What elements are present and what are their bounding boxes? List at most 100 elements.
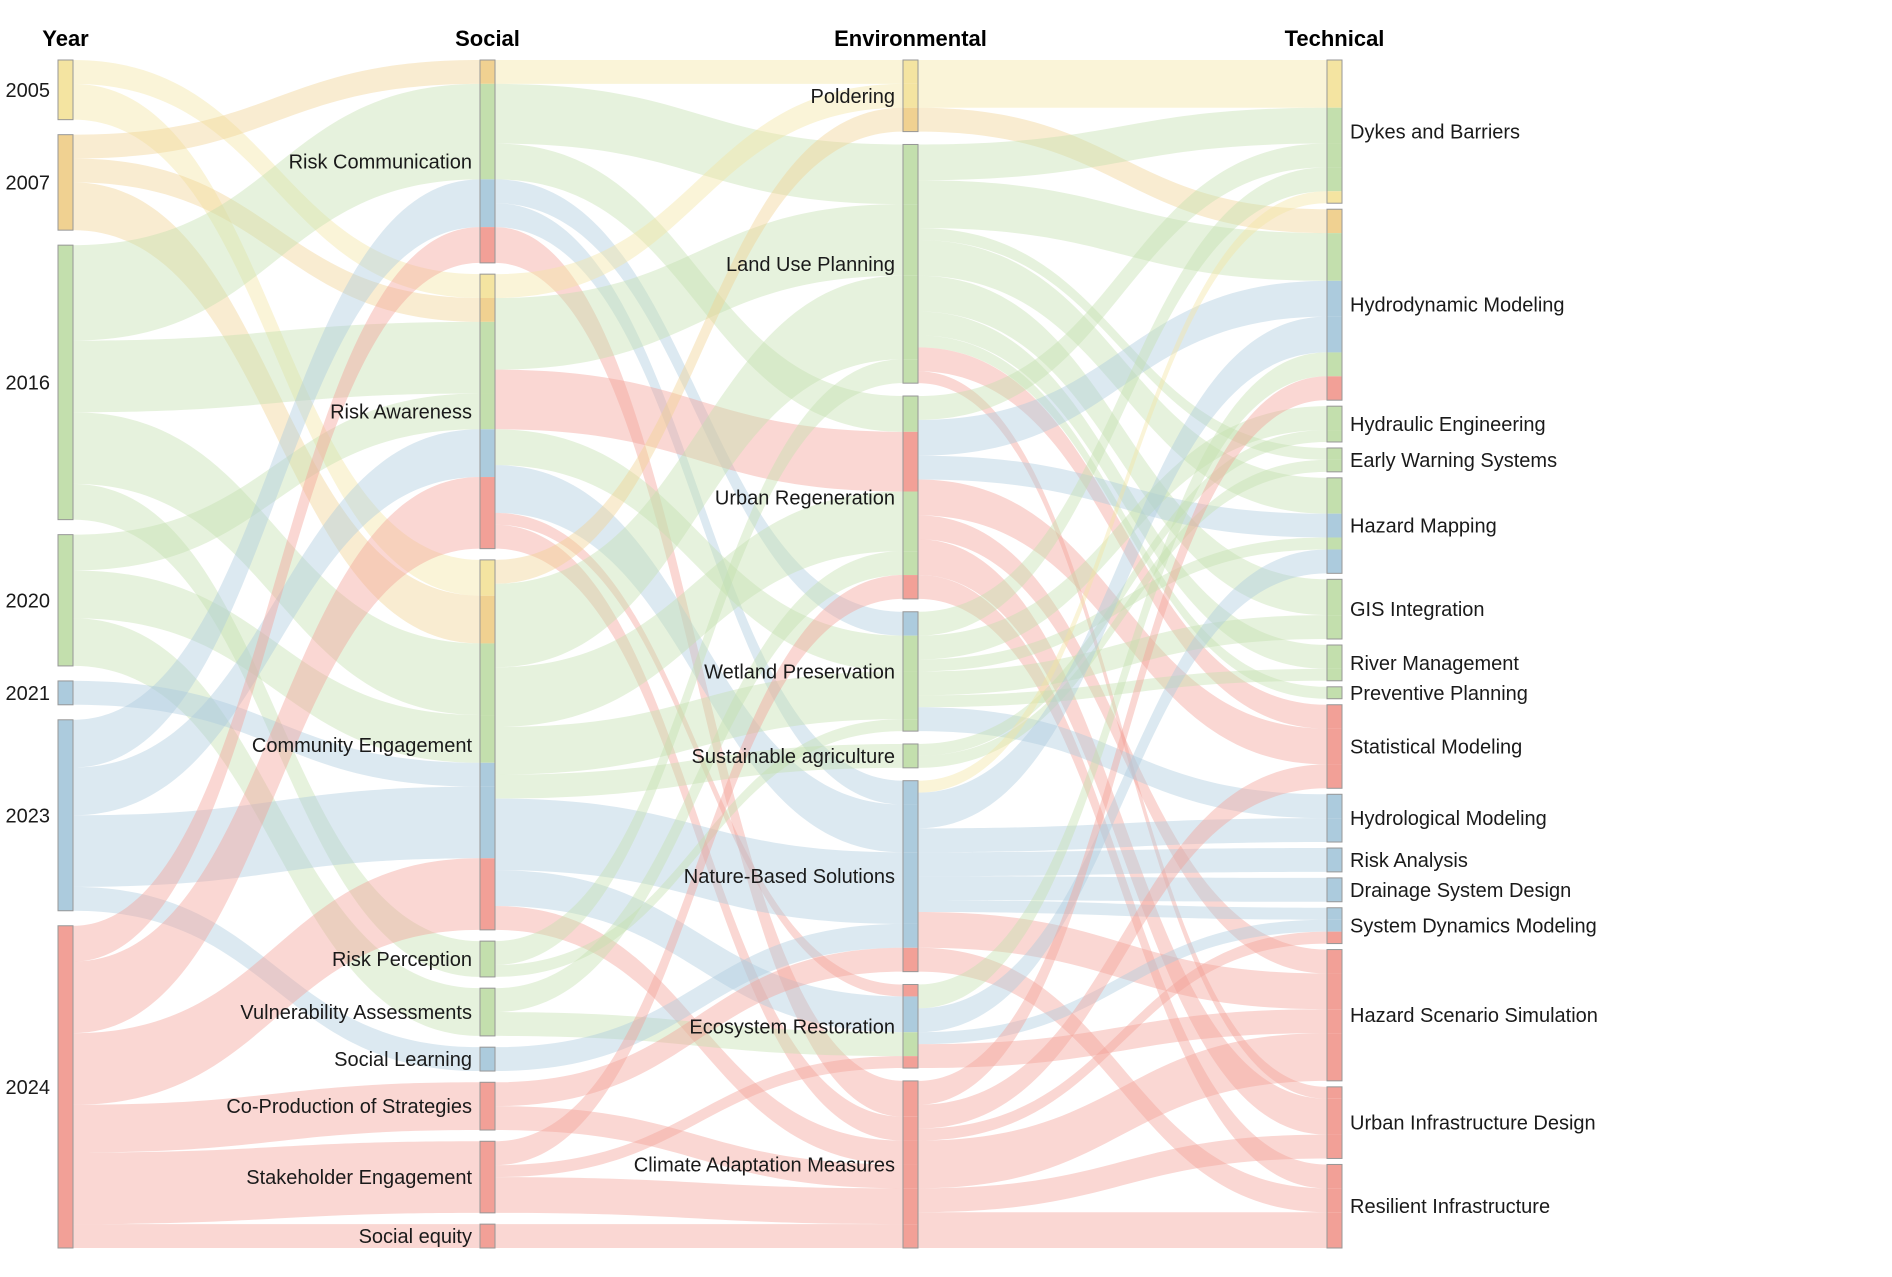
sankey-node-sdm[interactable] [1326,907,1343,945]
sankey-node-ran[interactable] [1326,847,1343,873]
sankey-link-y2007-ra[interactable] [73,158,480,322]
sankey-link-er-hm[interactable] [918,352,1327,1009]
sankey-link-va-ur[interactable] [495,551,903,1013]
sankey-link-cam-ri[interactable] [918,1212,1327,1248]
sankey-link-seq-cam[interactable] [495,1224,903,1248]
sankey-node-lup[interactable] [902,143,919,384]
sankey-link-cam-hss[interactable] [918,1033,1327,1189]
sankey-link-y2023-rc[interactable] [73,179,480,768]
sankey-link-rc-ur[interactable] [495,143,903,432]
sankey-link-y2020-va[interactable] [73,618,480,1036]
sankey-link-ra-lup[interactable] [495,204,903,370]
sankey-link-cam-hm[interactable] [918,376,1327,1105]
sankey-link-nbs-hss[interactable] [918,911,1327,1010]
sankey-link-er-hss[interactable] [918,1009,1327,1069]
sankey-link-y2021-ce[interactable] [73,680,480,787]
sankey-link-cam-uid[interactable] [918,1134,1327,1213]
sankey-link-y2023-ra[interactable] [73,429,480,816]
sankey-node-cam[interactable] [902,1080,919,1249]
sankey-link-y2016-ra[interactable] [73,321,480,413]
sankey-link-y2023-sl[interactable] [73,886,480,1072]
sankey-node-va[interactable] [479,987,496,1037]
sankey-link-ur-dab[interactable] [918,143,1327,420]
sankey-link-y2024-se[interactable] [73,1141,480,1225]
sankey-link-ur-hzm[interactable] [918,455,1327,538]
sankey-link-ra-cam[interactable] [495,524,903,1141]
sankey-link-ur-uid[interactable] [918,539,1327,1135]
sankey-link-wp-dab[interactable] [918,167,1327,636]
sankey-link-wp-he[interactable] [918,406,1327,660]
sankey-link-lup-rm[interactable] [918,311,1327,669]
sankey-node-pol[interactable] [902,59,919,133]
sankey-link-pol-hm[interactable] [918,107,1327,234]
sankey-node-pp[interactable] [1326,686,1343,700]
sankey-node-ri[interactable] [1326,1163,1343,1249]
sankey-link-nbs-dsd[interactable] [918,876,1327,902]
sankey-link-ra-nbs[interactable] [495,465,903,853]
sankey-link-ur-ri[interactable] [918,575,1327,1189]
sankey-link-ce-wp[interactable] [495,671,903,775]
sankey-node-hym[interactable] [1326,793,1343,843]
sankey-link-ce-nbs[interactable] [495,798,903,924]
sankey-node-y2023[interactable] [57,719,74,912]
sankey-node-cop[interactable] [479,1081,496,1131]
sankey-link-y2024-ra[interactable] [73,477,480,1034]
sankey-link-lup-stm[interactable] [918,347,1327,729]
sankey-link-lup-dab[interactable] [918,107,1327,181]
sankey-link-y2016-rc[interactable] [73,83,480,341]
sankey-node-wp[interactable] [902,611,919,732]
sankey-link-cam-sdm[interactable] [918,931,1327,1141]
sankey-link-nbs-dab[interactable] [918,191,1327,793]
sankey-node-gis[interactable] [1326,578,1343,640]
sankey-node-rm[interactable] [1326,644,1343,682]
sankey-node-y2021[interactable] [57,680,74,706]
sankey-link-ra-ur[interactable] [495,369,903,492]
sankey-link-cop-cam[interactable] [495,1106,903,1189]
sankey-link-lup-hm[interactable] [918,180,1327,281]
sankey-link-ra-wp[interactable] [495,429,903,672]
sankey-link-y2005-ra[interactable] [73,60,480,299]
sankey-link-se-er[interactable] [495,1056,903,1178]
sankey-link-nbs-hym[interactable] [918,818,1327,853]
sankey-node-ews[interactable] [1326,447,1343,473]
sankey-node-hm[interactable] [1326,208,1343,401]
sankey-link-y2024-seq[interactable] [73,1224,480,1248]
sankey-link-rc-lup[interactable] [495,83,903,205]
sankey-link-wp-hzm[interactable] [918,537,1327,672]
sankey-node-stm[interactable] [1326,704,1343,789]
sankey-node-rc[interactable] [479,59,496,264]
sankey-link-er-hzm[interactable] [918,549,1327,1033]
sankey-link-rc-cam[interactable] [495,227,903,1117]
sankey-link-lup-uid[interactable] [918,371,1327,1099]
sankey-link-rc-wp[interactable] [495,179,903,636]
sankey-link-ce-er[interactable] [495,870,903,1033]
sankey-node-y2005[interactable] [57,59,74,121]
sankey-node-uid[interactable] [1326,1086,1343,1159]
sankey-link-sa-ews[interactable] [918,459,1327,768]
sankey-node-he[interactable] [1326,405,1343,443]
sankey-node-dab[interactable] [1326,59,1343,204]
sankey-link-y2005-ce[interactable] [73,83,480,596]
sankey-link-nbs-sdm[interactable] [918,900,1327,920]
sankey-link-y2023-ce[interactable] [73,786,480,887]
sankey-link-sl-nbs[interactable] [495,923,903,1072]
sankey-link-y2016-rp[interactable] [73,483,480,977]
sankey-link-sa-he[interactable] [918,430,1327,756]
sankey-node-ur[interactable] [902,395,919,600]
sankey-link-pol-dab[interactable] [918,60,1327,108]
sankey-node-er[interactable] [902,984,919,1069]
sankey-node-y2007[interactable] [57,134,74,231]
sankey-link-wp-hym[interactable] [918,707,1327,819]
sankey-link-lup-ews[interactable] [918,228,1327,460]
sankey-link-nbs-ran[interactable] [918,848,1327,877]
sankey-link-y2024-rc[interactable] [73,227,480,962]
sankey-link-se-ur[interactable] [495,575,903,1166]
sankey-link-lup-pp[interactable] [918,335,1327,699]
sankey-link-ur-hm[interactable] [918,280,1327,456]
sankey-link-y2024-cop[interactable] [73,1082,480,1153]
sankey-node-rp[interactable] [479,940,496,978]
sankey-node-sl[interactable] [479,1046,496,1072]
sankey-node-y2020[interactable] [57,534,74,667]
sankey-node-y2016[interactable] [57,244,74,521]
sankey-link-lup-hzm[interactable] [918,239,1327,514]
